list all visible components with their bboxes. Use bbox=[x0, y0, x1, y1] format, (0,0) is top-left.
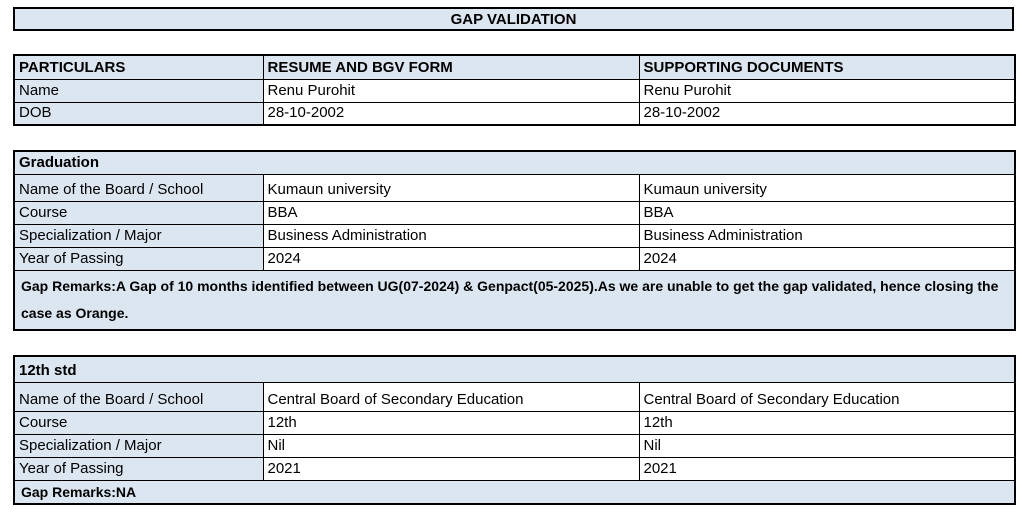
gap-validation-sheet: GAP VALIDATION PARTICULARS RESUME AND BG… bbox=[13, 7, 1017, 505]
name-supporting-value: Renu Purohit bbox=[638, 78, 1016, 103]
row-label-year-of-passing: Year of Passing bbox=[13, 456, 264, 481]
course-resume-value: 12th bbox=[262, 410, 640, 435]
dob-resume-value: 28-10-2002 bbox=[262, 101, 640, 126]
board-school-resume-value: Kumaun university bbox=[262, 173, 640, 202]
graduation-table: Graduation Name of the Board / School Ku… bbox=[13, 150, 1017, 331]
row-label-course: Course bbox=[13, 200, 264, 225]
col-header-supporting-documents: SUPPORTING DOCUMENTS bbox=[638, 54, 1016, 80]
specialization-supporting-value: Nil bbox=[638, 433, 1016, 458]
specialization-supporting-value: Business Administration bbox=[638, 223, 1016, 248]
table-row-year-of-passing: Year of Passing 2024 2024 bbox=[13, 246, 1016, 271]
course-supporting-value: BBA bbox=[638, 200, 1016, 225]
row-label-board-school: Name of the Board / School bbox=[13, 381, 264, 412]
section-title-graduation: Graduation bbox=[13, 150, 1016, 175]
board-school-supporting-value: Kumaun university bbox=[638, 173, 1016, 202]
row-label-name: Name bbox=[13, 78, 264, 103]
name-resume-value: Renu Purohit bbox=[262, 78, 640, 103]
graduation-gap-remarks-row: Gap Remarks:A Gap of 10 months identifie… bbox=[13, 269, 1016, 331]
table-row-specialization: Specialization / Major Nil Nil bbox=[13, 433, 1016, 458]
page-title-box: GAP VALIDATION bbox=[13, 7, 1014, 31]
gap-remarks-graduation: Gap Remarks:A Gap of 10 months identifie… bbox=[13, 269, 1016, 331]
twelfth-section-header-row: 12th std bbox=[13, 355, 1016, 383]
row-label-dob: DOB bbox=[13, 101, 264, 126]
row-label-course: Course bbox=[13, 410, 264, 435]
table-row-name: Name Renu Purohit Renu Purohit bbox=[13, 78, 1016, 103]
row-label-year-of-passing: Year of Passing bbox=[13, 246, 264, 271]
col-header-resume-bgv-form: RESUME AND BGV FORM bbox=[262, 54, 640, 80]
table-row-course: Course BBA BBA bbox=[13, 200, 1016, 225]
year-of-passing-supporting-value: 2024 bbox=[638, 246, 1016, 271]
course-supporting-value: 12th bbox=[638, 410, 1016, 435]
gap-remarks-twelfth-std: Gap Remarks:NA bbox=[13, 479, 1016, 504]
specialization-resume-value: Business Administration bbox=[262, 223, 640, 248]
year-of-passing-resume-value: 2021 bbox=[262, 456, 640, 481]
twelfth-std-table: 12th std Name of the Board / School Cent… bbox=[13, 355, 1017, 505]
section-title-twelfth-std: 12th std bbox=[13, 355, 1016, 383]
table-row-board-school: Name of the Board / School Central Board… bbox=[13, 381, 1016, 412]
row-label-specialization: Specialization / Major bbox=[13, 433, 264, 458]
page-title: GAP VALIDATION bbox=[450, 10, 577, 28]
year-of-passing-supporting-value: 2021 bbox=[638, 456, 1016, 481]
row-label-board-school: Name of the Board / School bbox=[13, 173, 264, 202]
particulars-header-row: PARTICULARS RESUME AND BGV FORM SUPPORTI… bbox=[13, 54, 1016, 80]
board-school-resume-value: Central Board of Secondary Education bbox=[262, 381, 640, 412]
row-label-specialization: Specialization / Major bbox=[13, 223, 264, 248]
col-header-particulars: PARTICULARS bbox=[13, 54, 264, 80]
board-school-supporting-value: Central Board of Secondary Education bbox=[638, 381, 1016, 412]
twelfth-gap-remarks-row: Gap Remarks:NA bbox=[13, 479, 1016, 504]
particulars-table: PARTICULARS RESUME AND BGV FORM SUPPORTI… bbox=[13, 54, 1016, 126]
graduation-section-header-row: Graduation bbox=[13, 150, 1016, 175]
table-row-year-of-passing: Year of Passing 2021 2021 bbox=[13, 456, 1016, 481]
table-row-dob: DOB 28-10-2002 28-10-2002 bbox=[13, 101, 1016, 126]
dob-supporting-value: 28-10-2002 bbox=[638, 101, 1016, 126]
course-resume-value: BBA bbox=[262, 200, 640, 225]
table-row-course: Course 12th 12th bbox=[13, 410, 1016, 435]
specialization-resume-value: Nil bbox=[262, 433, 640, 458]
table-row-specialization: Specialization / Major Business Administ… bbox=[13, 223, 1016, 248]
year-of-passing-resume-value: 2024 bbox=[262, 246, 640, 271]
table-row-board-school: Name of the Board / School Kumaun univer… bbox=[13, 173, 1016, 202]
